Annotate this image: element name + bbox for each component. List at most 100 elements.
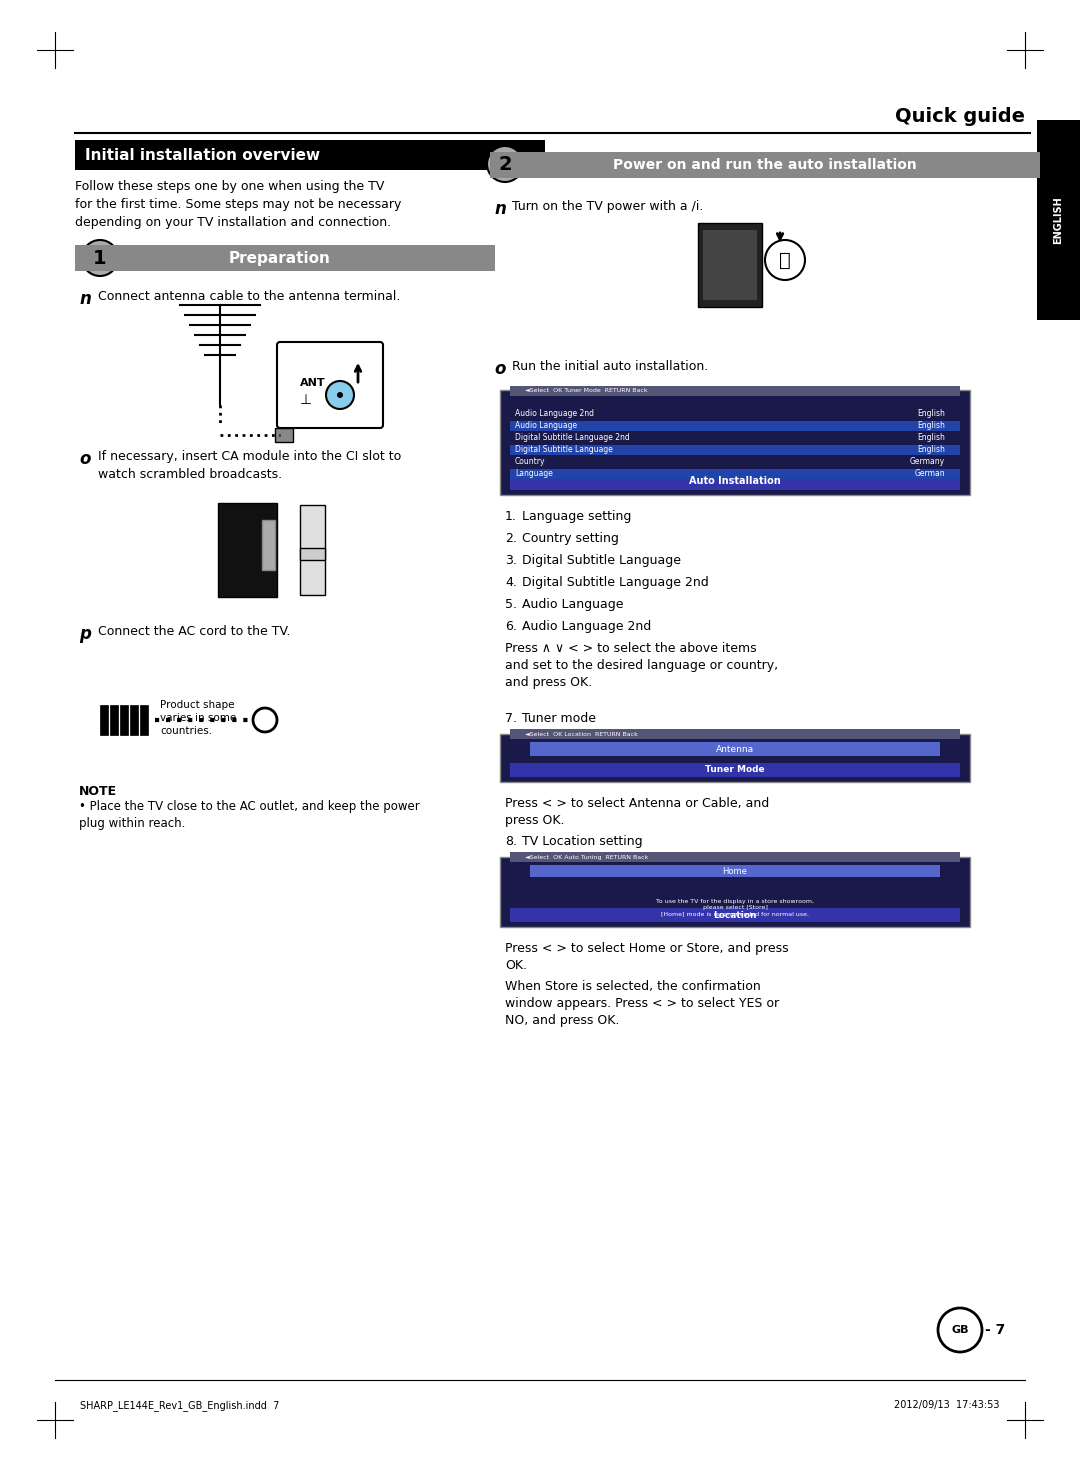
Text: Audio Language 2nd: Audio Language 2nd [515,410,594,419]
Text: Follow these steps one by one when using the TV
for the first time. Some steps m: Follow these steps one by one when using… [75,180,402,228]
Text: 6.: 6. [505,619,517,632]
Text: Press < > to select Antenna or Cable, and
press OK.: Press < > to select Antenna or Cable, an… [505,796,769,827]
Text: Digital Subtitle Language 2nd: Digital Subtitle Language 2nd [522,575,708,589]
Text: 5.: 5. [505,597,517,610]
Text: Digital Subtitle Language: Digital Subtitle Language [515,445,612,454]
Text: o: o [494,360,505,378]
FancyBboxPatch shape [276,343,383,427]
Text: p: p [79,625,91,643]
Text: ⏻: ⏻ [779,250,791,269]
Text: Product shape
varies in some
countries.: Product shape varies in some countries. [160,700,237,736]
FancyBboxPatch shape [120,706,129,735]
FancyBboxPatch shape [510,908,960,922]
Text: Tuner Mode: Tuner Mode [705,766,765,774]
Text: Run the initial auto installation.: Run the initial auto installation. [512,360,708,373]
FancyBboxPatch shape [300,548,325,561]
FancyBboxPatch shape [110,706,118,735]
Text: Audio Language: Audio Language [515,422,577,430]
Text: To use the TV for the display in a store showroom,
please select [Store]
[Home] : To use the TV for the display in a store… [656,899,814,916]
Text: 1: 1 [93,249,107,268]
Text: - 7: - 7 [985,1323,1005,1337]
FancyBboxPatch shape [300,505,325,594]
Text: When Store is selected, the confirmation
window appears. Press < > to select YES: When Store is selected, the confirmation… [505,979,779,1028]
Text: SHARP_LE144E_Rev1_GB_English.indd  7: SHARP_LE144E_Rev1_GB_English.indd 7 [80,1400,280,1411]
FancyBboxPatch shape [510,471,960,490]
Text: Preparation: Preparation [229,250,330,265]
FancyBboxPatch shape [140,706,148,735]
Text: Press < > to select Home or Store, and press
OK.: Press < > to select Home or Store, and p… [505,941,788,972]
FancyBboxPatch shape [510,433,960,444]
FancyBboxPatch shape [510,422,960,430]
Text: Connect antenna cable to the antenna terminal.: Connect antenna cable to the antenna ter… [98,290,401,303]
FancyBboxPatch shape [510,408,960,419]
Text: 2.: 2. [505,531,517,545]
Text: Location: Location [713,911,757,919]
Text: 8.: 8. [505,834,517,848]
Text: Press ∧ ∨ < > to select the above items
and set to the desired language or count: Press ∧ ∨ < > to select the above items … [505,643,778,690]
Text: 2: 2 [498,155,512,174]
Text: GB: GB [951,1325,969,1335]
Circle shape [765,240,805,280]
Text: Country setting: Country setting [522,531,619,545]
FancyBboxPatch shape [703,230,757,300]
Circle shape [253,709,276,732]
Text: Home: Home [723,867,747,875]
Text: Audio Language 2nd: Audio Language 2nd [522,619,651,632]
Text: If necessary, insert CA module into the CI slot to
watch scrambled broadcasts.: If necessary, insert CA module into the … [98,449,402,482]
FancyBboxPatch shape [490,152,1040,179]
Circle shape [939,1307,982,1351]
Circle shape [82,240,118,277]
Text: 3.: 3. [505,553,517,567]
FancyBboxPatch shape [500,733,970,782]
Text: Auto Installation: Auto Installation [689,476,781,486]
Text: TV Location setting: TV Location setting [522,834,643,848]
Text: o: o [79,449,91,468]
Text: ◄Select  OK Location  RETURN Back: ◄Select OK Location RETURN Back [525,732,638,738]
Text: ⊥: ⊥ [300,392,312,407]
Text: English: English [917,445,945,454]
FancyBboxPatch shape [275,427,293,442]
Text: English: English [917,422,945,430]
Text: ◄Select  OK Tuner Mode  RETURN Back: ◄Select OK Tuner Mode RETURN Back [525,388,648,394]
Text: ANT: ANT [300,378,326,388]
Text: Digital Subtitle Language: Digital Subtitle Language [522,553,681,567]
FancyBboxPatch shape [100,706,108,735]
Text: 4.: 4. [505,575,517,589]
Circle shape [326,381,354,408]
Text: ENGLISH: ENGLISH [1053,196,1063,244]
Text: Tuner mode: Tuner mode [522,712,596,725]
Text: German: German [915,470,945,479]
Circle shape [487,146,523,182]
Text: n: n [79,290,91,307]
Text: Language: Language [515,470,553,479]
Text: Power on and run the auto installation: Power on and run the auto installation [613,158,917,171]
FancyBboxPatch shape [1037,120,1080,321]
Text: Audio Language: Audio Language [522,597,623,610]
Text: Language setting: Language setting [522,509,632,523]
FancyBboxPatch shape [530,865,940,877]
Text: 1.: 1. [505,509,517,523]
Text: • Place the TV close to the AC outlet, and keep the power
plug within reach.: • Place the TV close to the AC outlet, a… [79,799,420,830]
Text: Quick guide: Quick guide [895,107,1025,126]
FancyBboxPatch shape [500,389,970,495]
FancyBboxPatch shape [698,223,762,307]
Text: n: n [494,201,505,218]
FancyBboxPatch shape [510,386,960,395]
FancyBboxPatch shape [510,852,960,862]
FancyBboxPatch shape [130,706,138,735]
Text: English: English [917,410,945,419]
Text: Connect the AC cord to the TV.: Connect the AC cord to the TV. [98,625,291,638]
Text: Initial installation overview: Initial installation overview [85,148,320,163]
FancyBboxPatch shape [530,742,940,755]
Text: 7.: 7. [505,712,517,725]
Text: Turn on the TV power with a /i.: Turn on the TV power with a /i. [512,201,703,212]
FancyBboxPatch shape [510,457,960,467]
FancyBboxPatch shape [218,504,276,597]
FancyBboxPatch shape [510,729,960,739]
Circle shape [337,392,343,398]
Text: Antenna: Antenna [716,745,754,754]
Text: Country: Country [515,457,545,467]
Text: Digital Subtitle Language 2nd: Digital Subtitle Language 2nd [515,433,630,442]
FancyBboxPatch shape [75,244,495,271]
FancyBboxPatch shape [500,856,970,927]
